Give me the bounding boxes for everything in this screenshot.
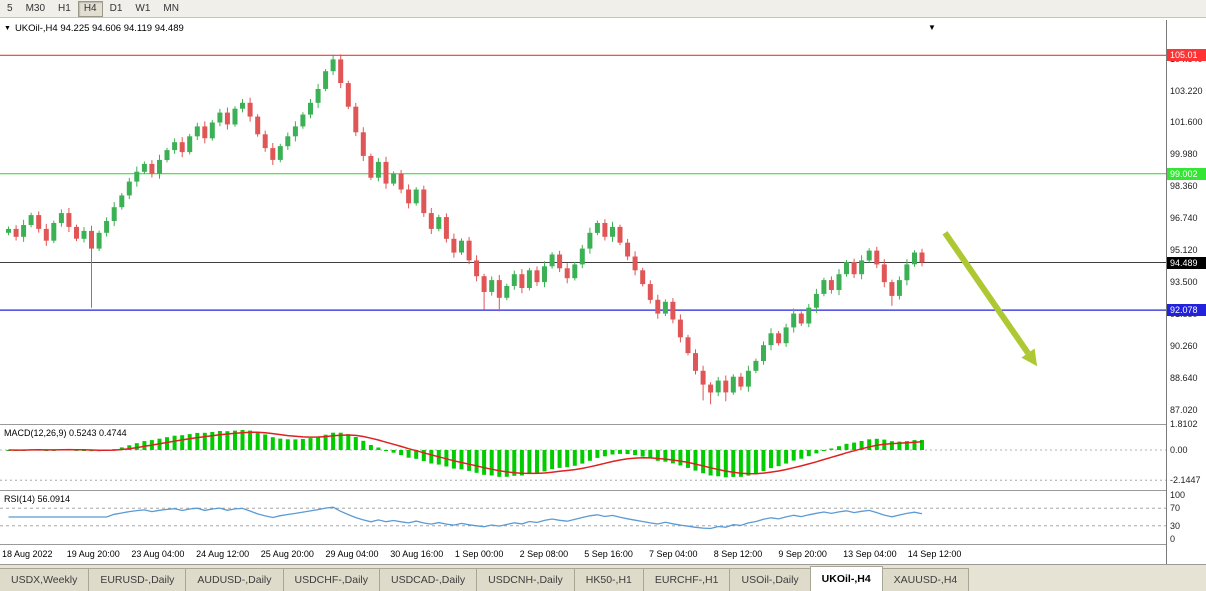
timeframe-button-5[interactable]: 5 (7, 3, 13, 14)
time-axis-label: 24 Aug 12:00 (196, 549, 250, 559)
scroll-end-marker-icon[interactable]: ▼ (928, 23, 936, 32)
panel-separator (0, 544, 1206, 546)
panel-separator[interactable] (0, 424, 1206, 426)
rsi-title: RSI(14) 56.0914 (4, 494, 71, 504)
price-badge: 92.078 (1167, 304, 1206, 317)
axis-label: 90.260 (1170, 340, 1198, 351)
symbol-tab[interactable]: EURUSD-,Daily (88, 568, 187, 591)
chart-ohlc-header: ▼ UKOil-,H4 94.225 94.606 94.119 94.489 (4, 23, 184, 34)
macd-title: MACD(12,26,9) 0.5243 0.4744 (4, 428, 127, 438)
time-axis-label: 30 Aug 16:00 (390, 549, 444, 559)
candlestick-chart-canvas[interactable] (0, 20, 1166, 424)
symbol-tab[interactable]: USDCNH-,Daily (476, 568, 575, 591)
axis-label: 99.980 (1170, 149, 1198, 160)
timeframe-button-D1[interactable]: D1 (109, 3, 123, 14)
timeframe-button-H4[interactable]: H4 (77, 0, 103, 17)
time-axis: 18 Aug 2022 19 Aug 20:00 23 Aug 04:00 24 Au… (0, 546, 1166, 564)
symbol-tabbar: USDX,Weekly EURUSD-,Daily AUDUSD-,Daily USD… (0, 564, 1206, 591)
axis-label: 70 (1170, 503, 1181, 514)
timeframe-toolbar: 5 M30 H1 H4 D1 W1 MN (0, 0, 1206, 18)
price-badge: 94.489 (1167, 256, 1206, 269)
time-axis-label: 29 Aug 04:00 (325, 549, 379, 559)
axis-label: 87.020 (1170, 404, 1198, 415)
axis-label: 95.120 (1170, 245, 1198, 256)
price-badge: 99.002 (1167, 167, 1206, 180)
axis-label: 0 (1170, 534, 1176, 544)
axis-label: 30 (1170, 520, 1181, 531)
time-axis-label: 2 Sep 08:00 (519, 549, 569, 559)
symbol-tab[interactable]: USDX,Weekly (0, 568, 90, 591)
axis-label: 98.360 (1170, 181, 1198, 192)
symbol-tab[interactable]: UKOil-,H4 (809, 566, 883, 591)
panel-separator[interactable] (0, 490, 1206, 492)
symbol-tab[interactable]: USDCHF-,Daily (282, 568, 381, 591)
price-badge: 105.01 (1167, 49, 1206, 62)
symbol-tab[interactable]: AUDUSD-,Daily (185, 568, 284, 591)
time-axis-label: 23 Aug 04:00 (131, 549, 185, 559)
axis-label: 101.600 (1170, 117, 1203, 128)
time-axis-label: 1 Sep 00:00 (454, 549, 504, 559)
time-axis-label: 25 Aug 20:00 (260, 549, 314, 559)
time-axis-label: 9 Sep 20:00 (778, 549, 827, 559)
symbol-tab[interactable]: EURCHF-,H1 (642, 568, 731, 591)
symbol-tab[interactable]: HK50-,H1 (573, 568, 644, 591)
axis-label: -2.1447 (1170, 475, 1201, 486)
axis-label: 1.8102 (1170, 419, 1198, 430)
macd-panel[interactable]: MACD(12,26,9) 0.5243 0.4744 (0, 426, 1166, 490)
axis-label: 88.640 (1170, 372, 1198, 383)
axis-label: 103.220 (1170, 85, 1203, 96)
macd-chart-canvas[interactable] (0, 426, 1166, 490)
timeframe-button-W1[interactable]: W1 (135, 3, 151, 14)
timeframe-button-H1[interactable]: H1 (58, 3, 71, 14)
time-axis-label: 13 Sep 04:00 (843, 549, 897, 559)
time-axis-label: 7 Sep 04:00 (649, 549, 698, 559)
symbol-tab[interactable]: USDCAD-,Daily (379, 568, 478, 591)
timeframe-button-M30[interactable]: M30 (25, 3, 46, 14)
axis-label: 100 (1170, 490, 1186, 500)
time-axis-label: 8 Sep 12:00 (713, 549, 763, 559)
main-chart[interactable]: ▼ UKOil-,H4 94.225 94.606 94.119 94.489 … (0, 20, 1166, 424)
axis-label: 96.740 (1170, 213, 1198, 224)
timeframe-button-MN[interactable]: MN (163, 3, 179, 14)
time-axis-label: 14 Sep 12:00 (907, 549, 962, 559)
chart-ohlc-text: UKOil-,H4 94.225 94.606 94.119 94.489 (14, 23, 184, 34)
symbol-tab[interactable]: XAUUSD-,H4 (881, 568, 970, 591)
axis-label: 93.500 (1170, 277, 1198, 288)
time-axis-label: 5 Sep 16:00 (584, 549, 633, 559)
chart-dropdown-icon[interactable]: ▼ (4, 25, 11, 32)
price-axis: 104.840103.220101.60099.98098.36096.7409… (1166, 20, 1206, 564)
axis-label: 0.00 (1170, 445, 1188, 455)
time-axis-label: 19 Aug 20:00 (66, 549, 120, 559)
rsi-chart-canvas[interactable] (0, 492, 1166, 544)
rsi-panel[interactable]: RSI(14) 56.0914 (0, 492, 1166, 544)
chart-region: ▼ UKOil-,H4 94.225 94.606 94.119 94.489 … (0, 20, 1206, 564)
symbol-tab[interactable]: USOil-,Daily (729, 568, 811, 591)
time-axis-label: 18 Aug 2022 (2, 549, 53, 559)
